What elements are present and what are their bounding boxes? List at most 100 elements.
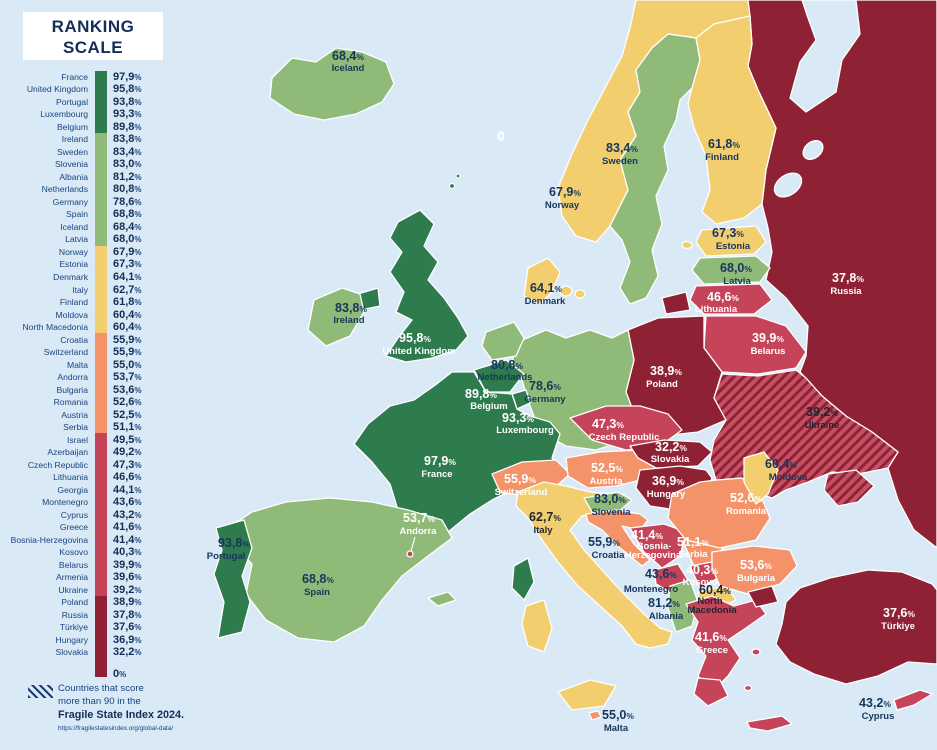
ranking-row: Norway 67,9% — [0, 245, 205, 259]
map-name-ukraine: Ukraine — [805, 420, 840, 431]
map-name-latvia: Latvia — [723, 276, 751, 287]
ranking-value: 49,5% — [113, 433, 142, 446]
map-value-belarus: 39,9% — [752, 331, 784, 345]
sardinia-island — [521, 599, 553, 653]
ranking-row: Germany 78,6% — [0, 195, 205, 209]
ranking-value: 55,9% — [113, 346, 142, 359]
map-value-germany: 78,6% — [529, 379, 561, 393]
country-andorra — [406, 550, 414, 558]
country-czech-republic — [569, 405, 683, 451]
ranking-color-bar-segment — [95, 220, 107, 234]
ranking-country-label: Romania — [53, 397, 88, 408]
percent-sign: % — [134, 635, 142, 645]
ranking-row: Slovenia 83,0% — [0, 158, 205, 171]
ranking-row: Austria 52,5% — [0, 408, 205, 421]
percent-sign: % — [134, 110, 142, 120]
ranking-value: 36,9% — [113, 633, 142, 646]
ranking-row: Estonia 67,3% — [0, 258, 205, 271]
map-name-denmark: Denmark — [525, 296, 566, 307]
country-slovakia — [629, 439, 713, 469]
percent-sign: % — [134, 247, 142, 257]
ranking-value: 39,9% — [113, 558, 142, 571]
ranking-value: 43,2% — [113, 508, 142, 521]
map-name-iceland: Iceland — [332, 63, 365, 74]
ranking-color-bar-segment — [95, 195, 107, 209]
ranking-color-bar-segment — [95, 333, 107, 346]
footnote-line-3: Fragile State Index 2024. — [58, 708, 185, 721]
ranking-value: 60,4% — [113, 308, 142, 321]
percent-sign: % — [134, 273, 142, 282]
percent-sign: % — [134, 435, 142, 445]
ranking-row: Israel 49,5% — [0, 433, 205, 446]
map-value-moldova: 60,4% — [765, 457, 797, 471]
ranking-row: Kosovo 40,3% — [0, 546, 205, 559]
ranking-country-label: Luxembourg — [40, 109, 88, 120]
ranking-country-label: Iceland — [60, 221, 88, 232]
ranking-value: 32,2% — [113, 646, 142, 659]
ranking-color-bar-segment — [95, 508, 107, 522]
map-name-north-macedonia: North — [697, 596, 723, 607]
ranking-row: Portugal 93,8% — [0, 95, 205, 109]
country-croatia — [585, 509, 651, 567]
map-value-belgium: 89,8% — [465, 387, 497, 401]
map-name-moldova: Moldova — [769, 472, 808, 483]
ranking-value: 40,3% — [113, 546, 142, 559]
map-value-albania: 81,2% — [648, 596, 680, 610]
map-value-iceland: 68,4% — [332, 49, 364, 63]
percent-sign: % — [134, 485, 142, 495]
map-value-romania: 52,6% — [730, 491, 762, 505]
ranking-value: 83,8% — [113, 133, 142, 146]
map-name-slovenia: Slovenia — [591, 507, 631, 518]
percent-sign: % — [134, 160, 142, 170]
map-value-netherlands: 80,8% — [491, 358, 523, 372]
map-value-croatia: 55,9% — [588, 535, 620, 549]
ranking-value: 68,0% — [113, 233, 142, 246]
denmark-islands — [559, 285, 573, 297]
ranking-row: Luxembourg 93,3% — [0, 108, 205, 121]
ranking-country-label: Belarus — [58, 559, 88, 570]
ranking-country-label: Hungary — [55, 634, 88, 645]
ranking-country-label: France — [61, 71, 88, 82]
ranking-country-label: Azerbaijan — [47, 447, 88, 458]
map-name-germany: Germany — [524, 394, 566, 405]
ranking-row: Bulgaria 53,6% — [0, 383, 205, 396]
country-estonia — [695, 225, 767, 257]
ranking-value: 53,7% — [113, 371, 142, 384]
percent-sign: % — [134, 335, 142, 345]
ranking-country-label: Bulgaria — [56, 384, 88, 395]
map-name-russia: Russia — [830, 286, 862, 297]
country-cyprus — [893, 689, 933, 711]
ranking-country-label: Denmark — [53, 272, 88, 282]
ranking-row: Czech Republic 47,3% — [0, 458, 205, 471]
ranking-value: 97,9% — [113, 70, 142, 83]
ranking-value: 43,6% — [113, 496, 142, 509]
ranking-value: 93,3% — [113, 108, 142, 121]
ranking-value: 55,0% — [113, 358, 142, 371]
map-value-norway: 67,9% — [549, 185, 581, 199]
ranking-value: 37,8% — [113, 608, 142, 621]
map-name-bosnia-herzegovina: Herzegovina — [625, 550, 682, 561]
crete-island — [746, 715, 793, 732]
percent-sign: % — [134, 473, 142, 483]
ranking-country-label: Norway — [58, 246, 88, 257]
percent-sign: % — [134, 648, 142, 658]
percent-sign: % — [134, 385, 142, 395]
ranking-value: 47,3% — [113, 458, 142, 471]
ranking-country-label: Türkiye — [59, 622, 88, 633]
map-value-cyprus: 43,2% — [859, 696, 891, 710]
ranking-country-label: Switzerland — [43, 347, 88, 358]
percent-sign: % — [134, 285, 142, 295]
ranking-value: 39,6% — [113, 571, 142, 584]
map-name-romania: Romania — [726, 506, 767, 517]
ranking-color-bar-segment — [95, 145, 107, 159]
map-name-spain: Spain — [304, 587, 330, 598]
country-bosnia-herzegovina — [629, 523, 687, 569]
map-name-united-kingdom: United Kingdom — [382, 346, 455, 357]
ranking-color-bar-segment — [95, 483, 107, 497]
percent-sign: % — [134, 298, 142, 308]
ranking-country-label: Bosnia-Herzegovina — [10, 534, 88, 545]
map-value-kosovo: 40,3% — [686, 563, 718, 577]
ranking-color-bar-segment — [95, 633, 107, 647]
country-denmark — [523, 257, 561, 305]
ranking-country-label: Belgium — [56, 121, 88, 132]
